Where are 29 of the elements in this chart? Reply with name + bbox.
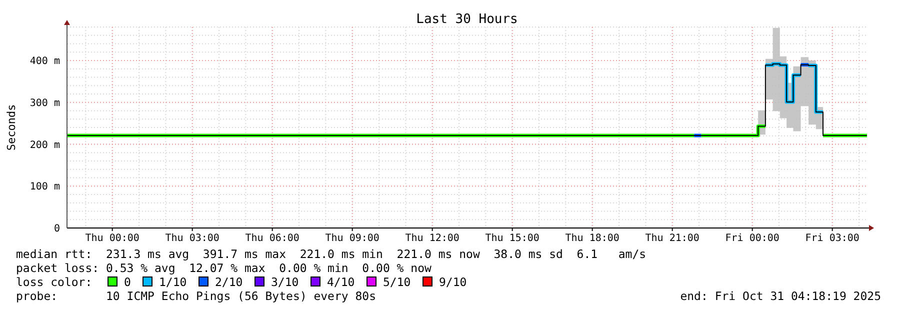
- y-tick-label: 200 m: [30, 140, 60, 151]
- x-tick-label: Thu 09:00: [325, 233, 380, 244]
- legend-label: 1/10: [159, 275, 187, 289]
- text: probe: 10 ICMP Echo Pings (56 Bytes) every 80s: [16, 289, 376, 303]
- legend-label: 2/10: [215, 275, 243, 289]
- legend-label: 5/10: [383, 275, 411, 289]
- y-axis-title: Seconds: [5, 104, 18, 151]
- legend-label: 0: [124, 275, 131, 289]
- x-tick-label: Fri 03:00: [805, 233, 860, 244]
- legend-label: 4/10: [327, 275, 355, 289]
- y-tick-label: 0: [54, 224, 60, 234]
- x-tick-label: Thu 12:00: [405, 233, 460, 244]
- x-tick-label: Thu 03:00: [165, 233, 220, 244]
- legend-label: 3/10: [271, 275, 299, 289]
- legend-title: loss color:: [16, 275, 92, 289]
- x-tick-label: Thu 00:00: [85, 233, 140, 244]
- y-tick-label: 400 m: [30, 56, 60, 67]
- x-tick-label: Fri 00:00: [725, 233, 780, 244]
- chart-title: Last 30 Hours: [416, 12, 518, 27]
- x-tick-label: Thu 21:00: [645, 233, 700, 244]
- x-tick-label: Thu 18:00: [565, 233, 620, 244]
- y-tick-label: 300 m: [30, 98, 60, 109]
- x-tick-label: Thu 06:00: [245, 233, 300, 244]
- text: end: Fri Oct 31 04:18:19 2025: [680, 289, 881, 303]
- text: packet loss: 0.53 % avg 12.07 % max 0.00 % min 0.00 % now: [16, 261, 432, 275]
- text: median rtt: 231.3 ms avg 391.7 ms max 221.0 ms min 221.0 ms now 38.0 ms sd 6.1 am/s: [16, 247, 646, 261]
- legend-label: 9/10: [439, 275, 467, 289]
- y-tick-label: 100 m: [30, 182, 60, 193]
- x-tick-label: Thu 15:00: [485, 233, 540, 244]
